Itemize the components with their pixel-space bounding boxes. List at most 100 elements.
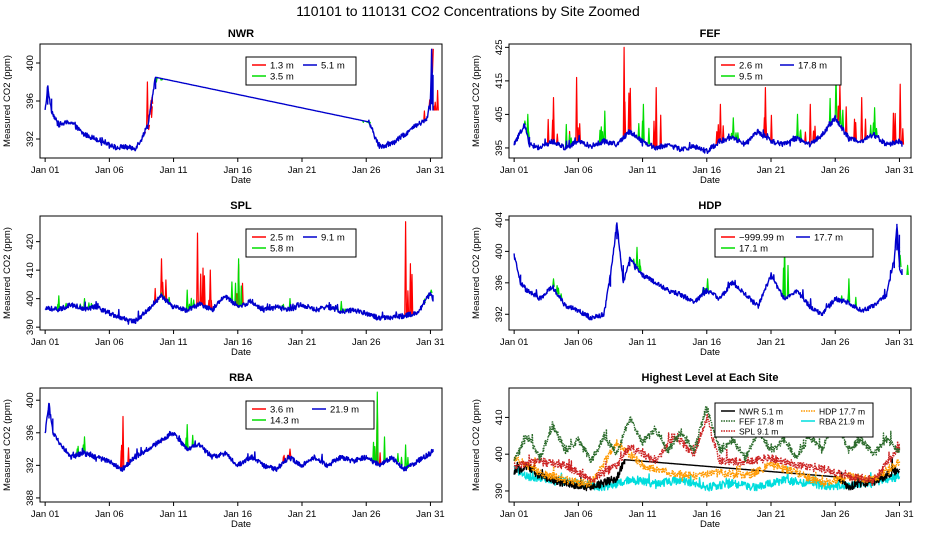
x-tick-label: Jan 01 [500, 509, 529, 520]
x-tick-label: Jan 26 [352, 509, 381, 520]
y-tick-label: 400 [494, 446, 505, 462]
x-tick-label: Jan 26 [821, 165, 850, 176]
y-tick-label: 420 [25, 234, 36, 250]
y-tick-label: 392 [25, 457, 36, 473]
y-tick-label: 404 [494, 212, 505, 228]
x-tick-label: Jan 31 [416, 165, 445, 176]
panel-rba: RBA Jan 01 Jan 06 Jan 11 Jan 16 Jan 21 Jan 26 J… [2, 372, 445, 530]
x-tick-label: Jan 11 [160, 165, 188, 176]
y-tick-label: 400 [25, 392, 36, 408]
panel-spl: SPL Jan 01 Jan 06 Jan 11 Jan 16 Jan 21 Jan 26 J… [2, 200, 445, 358]
legend-label: 5.1 m [321, 61, 345, 72]
x-axis-label: Date [231, 519, 251, 530]
x-tick-label: Jan 11 [160, 509, 188, 520]
x-tick-label: Jan 21 [757, 337, 786, 348]
panel-title: RBA [229, 372, 253, 384]
legend: 2.6 m9.5 m 17.8 m [714, 56, 842, 86]
panel-title: SPL [230, 200, 252, 212]
x-axis-label: Date [231, 175, 251, 186]
y-tick-label: 400 [25, 291, 36, 307]
legend-label: 2.6 m [739, 61, 763, 72]
x-tick-label: Jan 31 [885, 337, 914, 348]
y-axis-label: Measured CO2 (ppm) [2, 227, 13, 319]
x-tick-label: Jan 31 [885, 165, 914, 176]
legend-label: 14.3 m [270, 416, 299, 427]
x-tick-label: Jan 21 [288, 337, 317, 348]
x-axis-label: Date [700, 519, 720, 530]
y-tick-label: 425 [494, 39, 505, 55]
x-tick-label: Jan 16 [693, 337, 722, 348]
x-tick-label: Jan 16 [224, 509, 253, 520]
legend-box [714, 56, 842, 86]
legend-box [245, 228, 357, 258]
x-tick-label: Jan 21 [288, 509, 317, 520]
legend-label: SPL 9.1 m [739, 427, 778, 437]
x-tick-label: Jan 06 [564, 337, 593, 348]
series-21-9-m [44, 402, 434, 472]
y-tick-label: 390 [25, 319, 36, 335]
legend-box [245, 56, 357, 86]
y-tick-label: 400 [25, 55, 36, 71]
x-tick-label: Jan 26 [821, 509, 850, 520]
series-17-7-m [513, 222, 903, 321]
y-tick-label: 390 [494, 483, 505, 499]
panel-highest-level-at-each-site: Highest Level at Each Site Jan 01 Jan 06 Ja… [471, 372, 914, 530]
legend-label: 3.5 m [270, 72, 294, 83]
y-tick-label: 410 [25, 262, 36, 278]
y-tick-label: 395 [494, 140, 505, 156]
x-tick-label: Jan 01 [500, 337, 529, 348]
x-tick-label: Jan 31 [885, 509, 914, 520]
plot-area [44, 48, 439, 152]
x-tick-label: Jan 11 [629, 337, 657, 348]
figure-title: 110101 to 110131 CO2 Concentrations by S… [296, 3, 639, 19]
legend-box [245, 400, 375, 430]
legend-label: 21.9 m [330, 405, 359, 416]
y-axis-label: Measured CO2 (ppm) [471, 227, 482, 319]
y-tick-label: 392 [25, 131, 36, 147]
plot-area [513, 46, 905, 154]
x-tick-label: Jan 01 [31, 337, 60, 348]
legend-label: NWR 5.1 m [739, 407, 783, 417]
x-axis-label: Date [700, 347, 720, 358]
x-tick-label: Jan 21 [288, 165, 317, 176]
legend-box [714, 402, 874, 438]
plot-area [513, 222, 909, 321]
x-tick-label: Jan 11 [629, 165, 657, 176]
legend-label: 2.5 m [270, 233, 294, 244]
x-tick-label: Jan 06 [564, 165, 593, 176]
y-tick-label: 400 [494, 243, 505, 259]
legend-label: −999.99 m [739, 233, 784, 244]
panel-nwr: NWR Jan 01 Jan 06 Jan 11 Jan 16 Jan 21 Jan 26 J… [2, 28, 445, 186]
x-tick-label: Jan 16 [224, 165, 253, 176]
x-tick-label: Jan 01 [31, 509, 60, 520]
y-tick-label: 392 [494, 306, 505, 322]
x-tick-label: Jan 16 [693, 165, 722, 176]
plot-area [44, 221, 434, 325]
plot-frame [508, 215, 912, 331]
y-tick-label: 415 [494, 73, 505, 89]
y-axis-label: Measured CO2 (ppm) [2, 399, 13, 491]
series-5-1-m [44, 48, 434, 152]
y-tick-label: 410 [494, 409, 505, 425]
legend: −999.99 m17.1 m 17.7 m [714, 228, 874, 258]
x-tick-label: Jan 01 [500, 165, 529, 176]
x-tick-label: Jan 26 [352, 165, 381, 176]
legend: 2.5 m5.8 m 9.1 m [245, 228, 357, 258]
panel-hdp: HDP Jan 01 Jan 06 Jan 11 Jan 16 Jan 21 Jan 26 J… [471, 200, 914, 358]
series-14-3-m [75, 391, 410, 470]
panel-title: HDP [698, 200, 721, 212]
x-tick-label: Jan 11 [160, 337, 188, 348]
x-tick-label: Jan 16 [224, 337, 253, 348]
panel-title: FEF [700, 28, 721, 40]
plot-frame [508, 43, 912, 159]
x-tick-label: Jan 21 [757, 165, 786, 176]
panel-title: NWR [228, 28, 254, 40]
legend-label: HDP 17.7 m [819, 407, 865, 417]
legend-label: 17.8 m [798, 61, 827, 72]
x-tick-label: Jan 21 [757, 509, 786, 520]
legend-label: 1.3 m [270, 61, 294, 72]
legend-label: 9.1 m [321, 233, 345, 244]
legend-label: FEF 17.8 m [739, 417, 783, 427]
